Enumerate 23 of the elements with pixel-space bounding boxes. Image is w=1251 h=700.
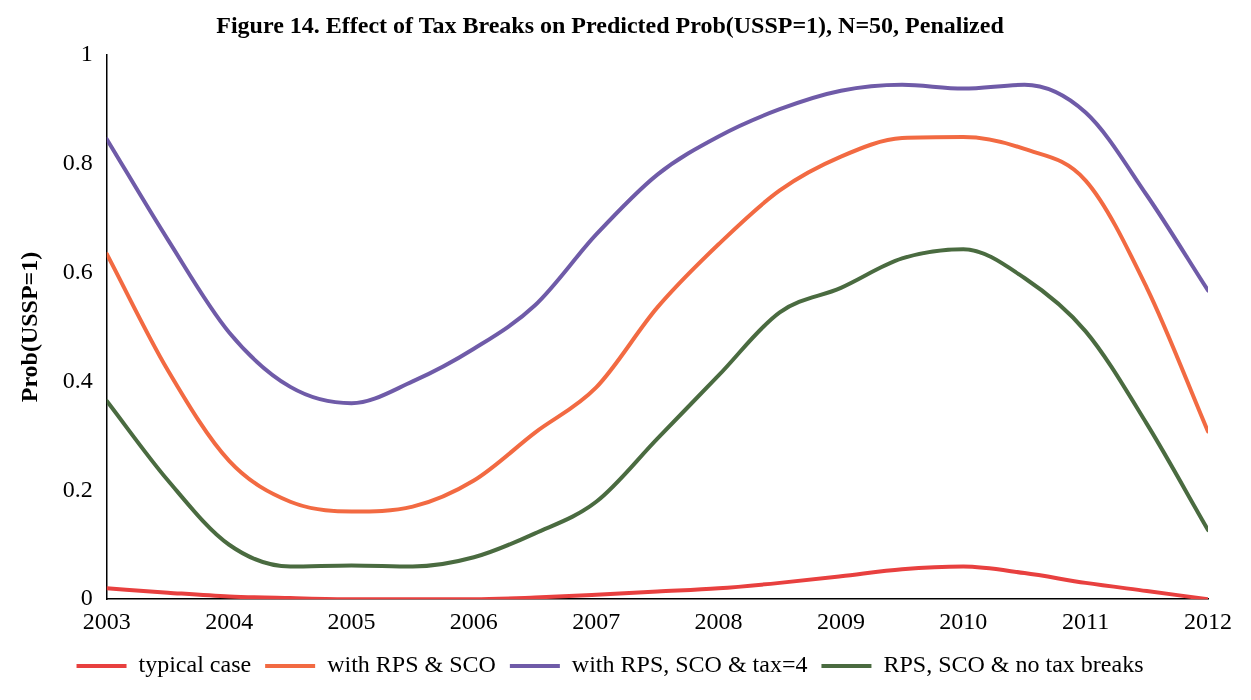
x-tick-label: 2005 <box>327 607 376 634</box>
x-tick-label: 2008 <box>694 607 743 634</box>
x-tick-label: 2006 <box>449 607 498 634</box>
y-axis-title: Prob(USSP=1) <box>15 251 42 403</box>
x-tick-label: 2011 <box>1062 607 1110 634</box>
legend-label: with RPS, SCO & tax=4 <box>571 651 808 678</box>
legend-label: with RPS & SCO <box>327 651 496 678</box>
x-tick-label: 2007 <box>572 607 621 634</box>
y-tick-label: 0.2 <box>62 475 93 502</box>
chart-title: Figure 14. Effect of Tax Breaks on Predicted Prob(USSP=1), N=50, Penalized <box>216 11 1005 38</box>
line-series <box>106 135 1208 514</box>
legend-label: RPS, SCO & no tax breaks <box>883 651 1144 678</box>
line-series <box>106 247 1208 569</box>
x-tick-label: 2012 <box>1184 607 1232 634</box>
y-tick-label: 1 <box>80 40 93 67</box>
line-series <box>106 82 1208 406</box>
y-tick-label: 0.8 <box>62 148 93 175</box>
x-tick-label: 2004 <box>205 607 254 634</box>
y-tick-label: 0.4 <box>62 366 93 393</box>
x-tick-label: 2009 <box>816 607 865 634</box>
y-tick-label: 0.6 <box>62 257 93 284</box>
legend-label: typical case <box>138 651 252 678</box>
x-tick-label: 2010 <box>939 607 988 634</box>
